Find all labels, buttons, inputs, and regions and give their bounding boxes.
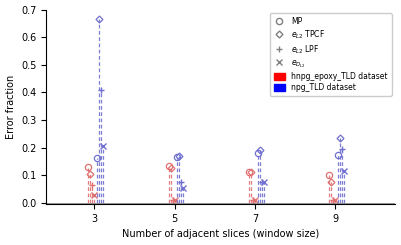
Legend: MP, $e_{L2}$ TPCF, $e_{L2}$ LPF, $e_{D_{L2}}$, hnpg_epoxy_TLD dataset, npg_TLD d: MP, $e_{L2}$ TPCF, $e_{L2}$ LPF, $e_{D_{…: [270, 13, 392, 96]
X-axis label: Number of adjacent slices (window size): Number of adjacent slices (window size): [122, 230, 320, 239]
Y-axis label: Error fraction: Error fraction: [6, 75, 16, 139]
